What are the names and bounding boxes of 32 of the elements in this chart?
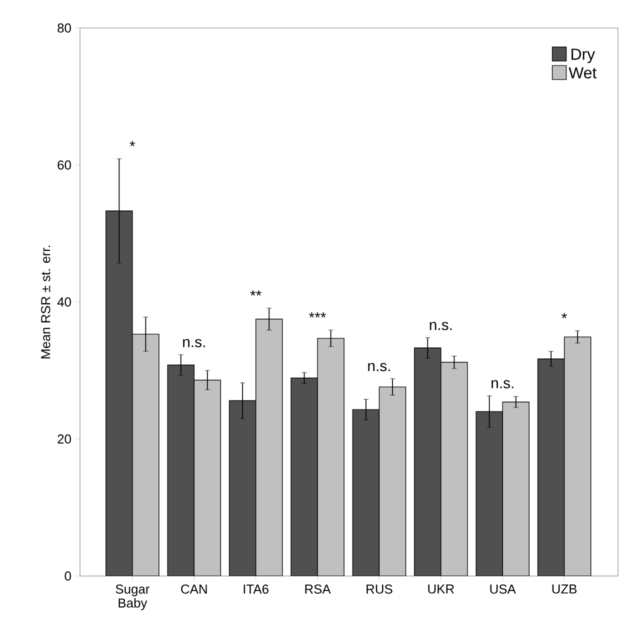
x-tick-label: RSA <box>305 584 331 594</box>
y-tick-label: 20 <box>58 434 71 444</box>
annotation: ** <box>250 290 262 296</box>
y-axis-title: Mean RSR ± st. err. <box>41 246 50 358</box>
y-tick-label: 60 <box>58 160 71 170</box>
x-tick-label: Sugar Baby <box>116 584 150 610</box>
bar <box>379 386 406 576</box>
annotation: * <box>562 312 567 318</box>
y-tick-label: 80 <box>58 23 71 33</box>
bar <box>440 362 468 576</box>
x-tick-label: UZB <box>552 584 577 594</box>
bar <box>502 402 530 576</box>
bar <box>318 338 344 576</box>
legend-label: Wet <box>568 67 597 78</box>
x-tick-label: CAN <box>181 584 207 594</box>
bar <box>194 380 221 576</box>
annotation: * <box>130 141 136 146</box>
bar <box>256 319 282 576</box>
x-tick-label: UKR <box>428 584 454 594</box>
annotation: n.s. <box>430 322 452 330</box>
x-tick-label: RUS <box>366 584 392 594</box>
y-tick-label: 0 <box>64 571 71 581</box>
annotation: *** <box>309 312 326 318</box>
legend-label: Dry <box>572 48 596 64</box>
annotation: n.s. <box>368 363 390 372</box>
bar <box>564 336 592 576</box>
x-tick-label: USA <box>490 584 516 594</box>
y-tick-label: 40 <box>57 297 71 307</box>
x-tick-label: ITA6 <box>244 584 268 594</box>
bar <box>132 334 159 576</box>
annotation: n.s. <box>183 339 205 348</box>
annotation: n.s. <box>492 380 514 388</box>
